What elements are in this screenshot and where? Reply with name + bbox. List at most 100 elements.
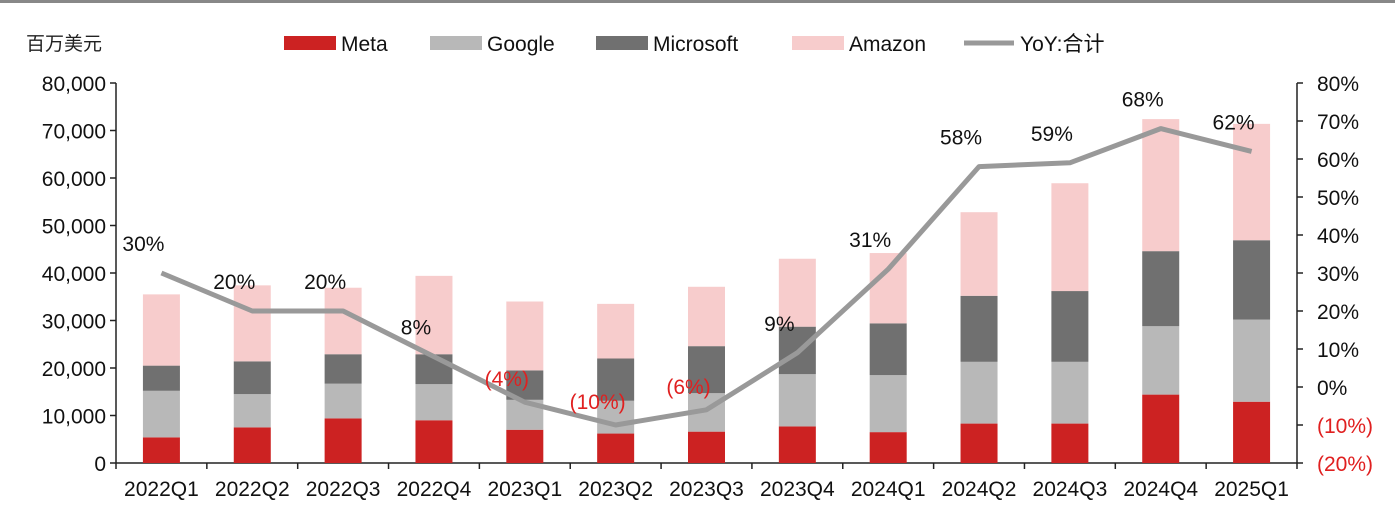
- bar-microsoft: [324, 354, 362, 384]
- yoy-labels: 30% 20% 20% 8% (4%) (10%) (6%) 9% 31% 58% 59% 68% 62…: [122, 89, 1254, 414]
- legend-swatch-google: [430, 36, 482, 50]
- right-tick-label: 80%: [1317, 73, 1359, 96]
- legend-swatch-meta: [284, 36, 336, 50]
- bar-amazon: [1051, 183, 1089, 292]
- left-tick-label: 20,000: [42, 358, 106, 381]
- bar-meta: [688, 431, 725, 463]
- left-tick-label: 40,000: [42, 263, 106, 286]
- bar-meta: [869, 432, 907, 463]
- legend-label-meta: Meta: [341, 33, 388, 56]
- yoy-data-label: 30%: [122, 233, 164, 256]
- bar-google: [597, 400, 635, 434]
- axes: 0 10,000 20,000 30,000 40,000 50,000 60,000 70,…: [42, 73, 1373, 501]
- x-tick-label: 2022Q3: [306, 478, 381, 501]
- bar-meta: [233, 427, 271, 463]
- legend-label-amazon: Amazon: [849, 33, 926, 56]
- bar-google: [778, 374, 816, 427]
- left-tick-label: 0: [94, 453, 106, 476]
- x-tick-label: 2023Q3: [669, 478, 744, 501]
- x-tick-label: 2024Q3: [1033, 478, 1108, 501]
- bar-meta: [778, 426, 816, 463]
- bar-google: [233, 394, 271, 428]
- bar-amazon: [233, 285, 271, 362]
- bar-microsoft: [233, 361, 271, 395]
- legend-swatch-amazon: [792, 36, 844, 50]
- bar-meta: [415, 420, 453, 463]
- bar-meta: [324, 418, 362, 463]
- bar-microsoft: [869, 323, 907, 376]
- bar-amazon: [869, 253, 907, 324]
- yoy-data-label: 9%: [764, 313, 794, 336]
- unit-label: 百万美元: [26, 33, 102, 55]
- bar-amazon: [324, 287, 362, 355]
- x-tick-label: 2022Q2: [215, 478, 290, 501]
- yoy-data-label: 31%: [849, 229, 891, 252]
- bar-microsoft: [597, 358, 635, 401]
- bar-google: [1142, 326, 1180, 395]
- bar-microsoft: [960, 295, 998, 362]
- left-tick-label: 30,000: [42, 311, 106, 334]
- x-tick-label: 2024Q2: [942, 478, 1017, 501]
- bar-google: [1233, 319, 1271, 402]
- yoy-data-label: (10%): [570, 391, 626, 414]
- bar-amazon: [597, 303, 635, 359]
- legend-label-google: Google: [487, 33, 555, 56]
- bar-meta: [506, 429, 544, 463]
- legend-label-microsoft: Microsoft: [653, 33, 738, 56]
- legend: Meta Google Microsoft Amazon YoY:合计: [284, 33, 1104, 56]
- right-tick-label: 70%: [1317, 111, 1359, 134]
- yoy-data-label: 8%: [401, 317, 431, 340]
- bar-amazon: [142, 294, 180, 366]
- yoy-line: [160, 126, 1253, 428]
- bar-google: [869, 375, 907, 433]
- bar-amazon: [1233, 123, 1271, 241]
- yoy-data-label: 20%: [304, 271, 346, 294]
- yoy-line-group: [160, 126, 1253, 428]
- bar-google: [1051, 361, 1089, 424]
- right-tick-label: 30%: [1317, 263, 1359, 286]
- x-tick-label: 2023Q2: [578, 478, 653, 501]
- bar-microsoft: [1142, 251, 1180, 327]
- x-tick-label: 2025Q1: [1214, 478, 1289, 501]
- bar-meta: [960, 423, 998, 463]
- bar-amazon: [415, 275, 453, 355]
- legend-label-yoy: YoY:合计: [1020, 33, 1104, 56]
- bar-amazon: [960, 212, 998, 296]
- bar-meta: [1051, 423, 1089, 463]
- left-tick-label: 10,000: [42, 406, 106, 429]
- right-tick-label: 0%: [1317, 377, 1347, 400]
- bar-google: [142, 390, 180, 438]
- bar-meta: [142, 437, 180, 463]
- right-tick-label: 60%: [1317, 149, 1359, 172]
- x-tick-label: 2024Q1: [851, 478, 926, 501]
- bar-microsoft: [142, 365, 180, 391]
- yoy-data-label: (6%): [666, 376, 710, 399]
- yoy-data-label: 62%: [1213, 111, 1255, 134]
- left-tick-label: 50,000: [42, 216, 106, 239]
- yoy-data-label: 58%: [940, 127, 982, 150]
- legend-swatch-microsoft: [596, 36, 648, 50]
- right-tick-label: 10%: [1317, 339, 1359, 362]
- left-tick-label: 70,000: [42, 121, 106, 144]
- right-tick-label: (10%): [1317, 415, 1373, 438]
- x-tick-label: 2024Q4: [1123, 478, 1198, 501]
- bar-amazon: [688, 286, 725, 347]
- bar-google: [960, 361, 998, 424]
- bar-microsoft: [1233, 240, 1271, 320]
- bar-amazon: [778, 258, 816, 327]
- bar-meta: [1233, 401, 1271, 463]
- bar-meta: [1142, 394, 1180, 463]
- yoy-data-label: 20%: [213, 271, 255, 294]
- bar-microsoft: [688, 346, 725, 394]
- right-tick-label: 20%: [1317, 301, 1359, 324]
- yoy-data-label: 59%: [1031, 123, 1073, 146]
- bar-google: [415, 384, 453, 421]
- x-tick-label: 2023Q1: [487, 478, 562, 501]
- bar-microsoft: [1051, 291, 1089, 362]
- bars: [142, 119, 1271, 463]
- x-tick-label: 2022Q4: [397, 478, 472, 501]
- bar-google: [324, 383, 362, 419]
- left-tick-label: 60,000: [42, 168, 106, 191]
- x-tick-label: 2022Q1: [124, 478, 199, 501]
